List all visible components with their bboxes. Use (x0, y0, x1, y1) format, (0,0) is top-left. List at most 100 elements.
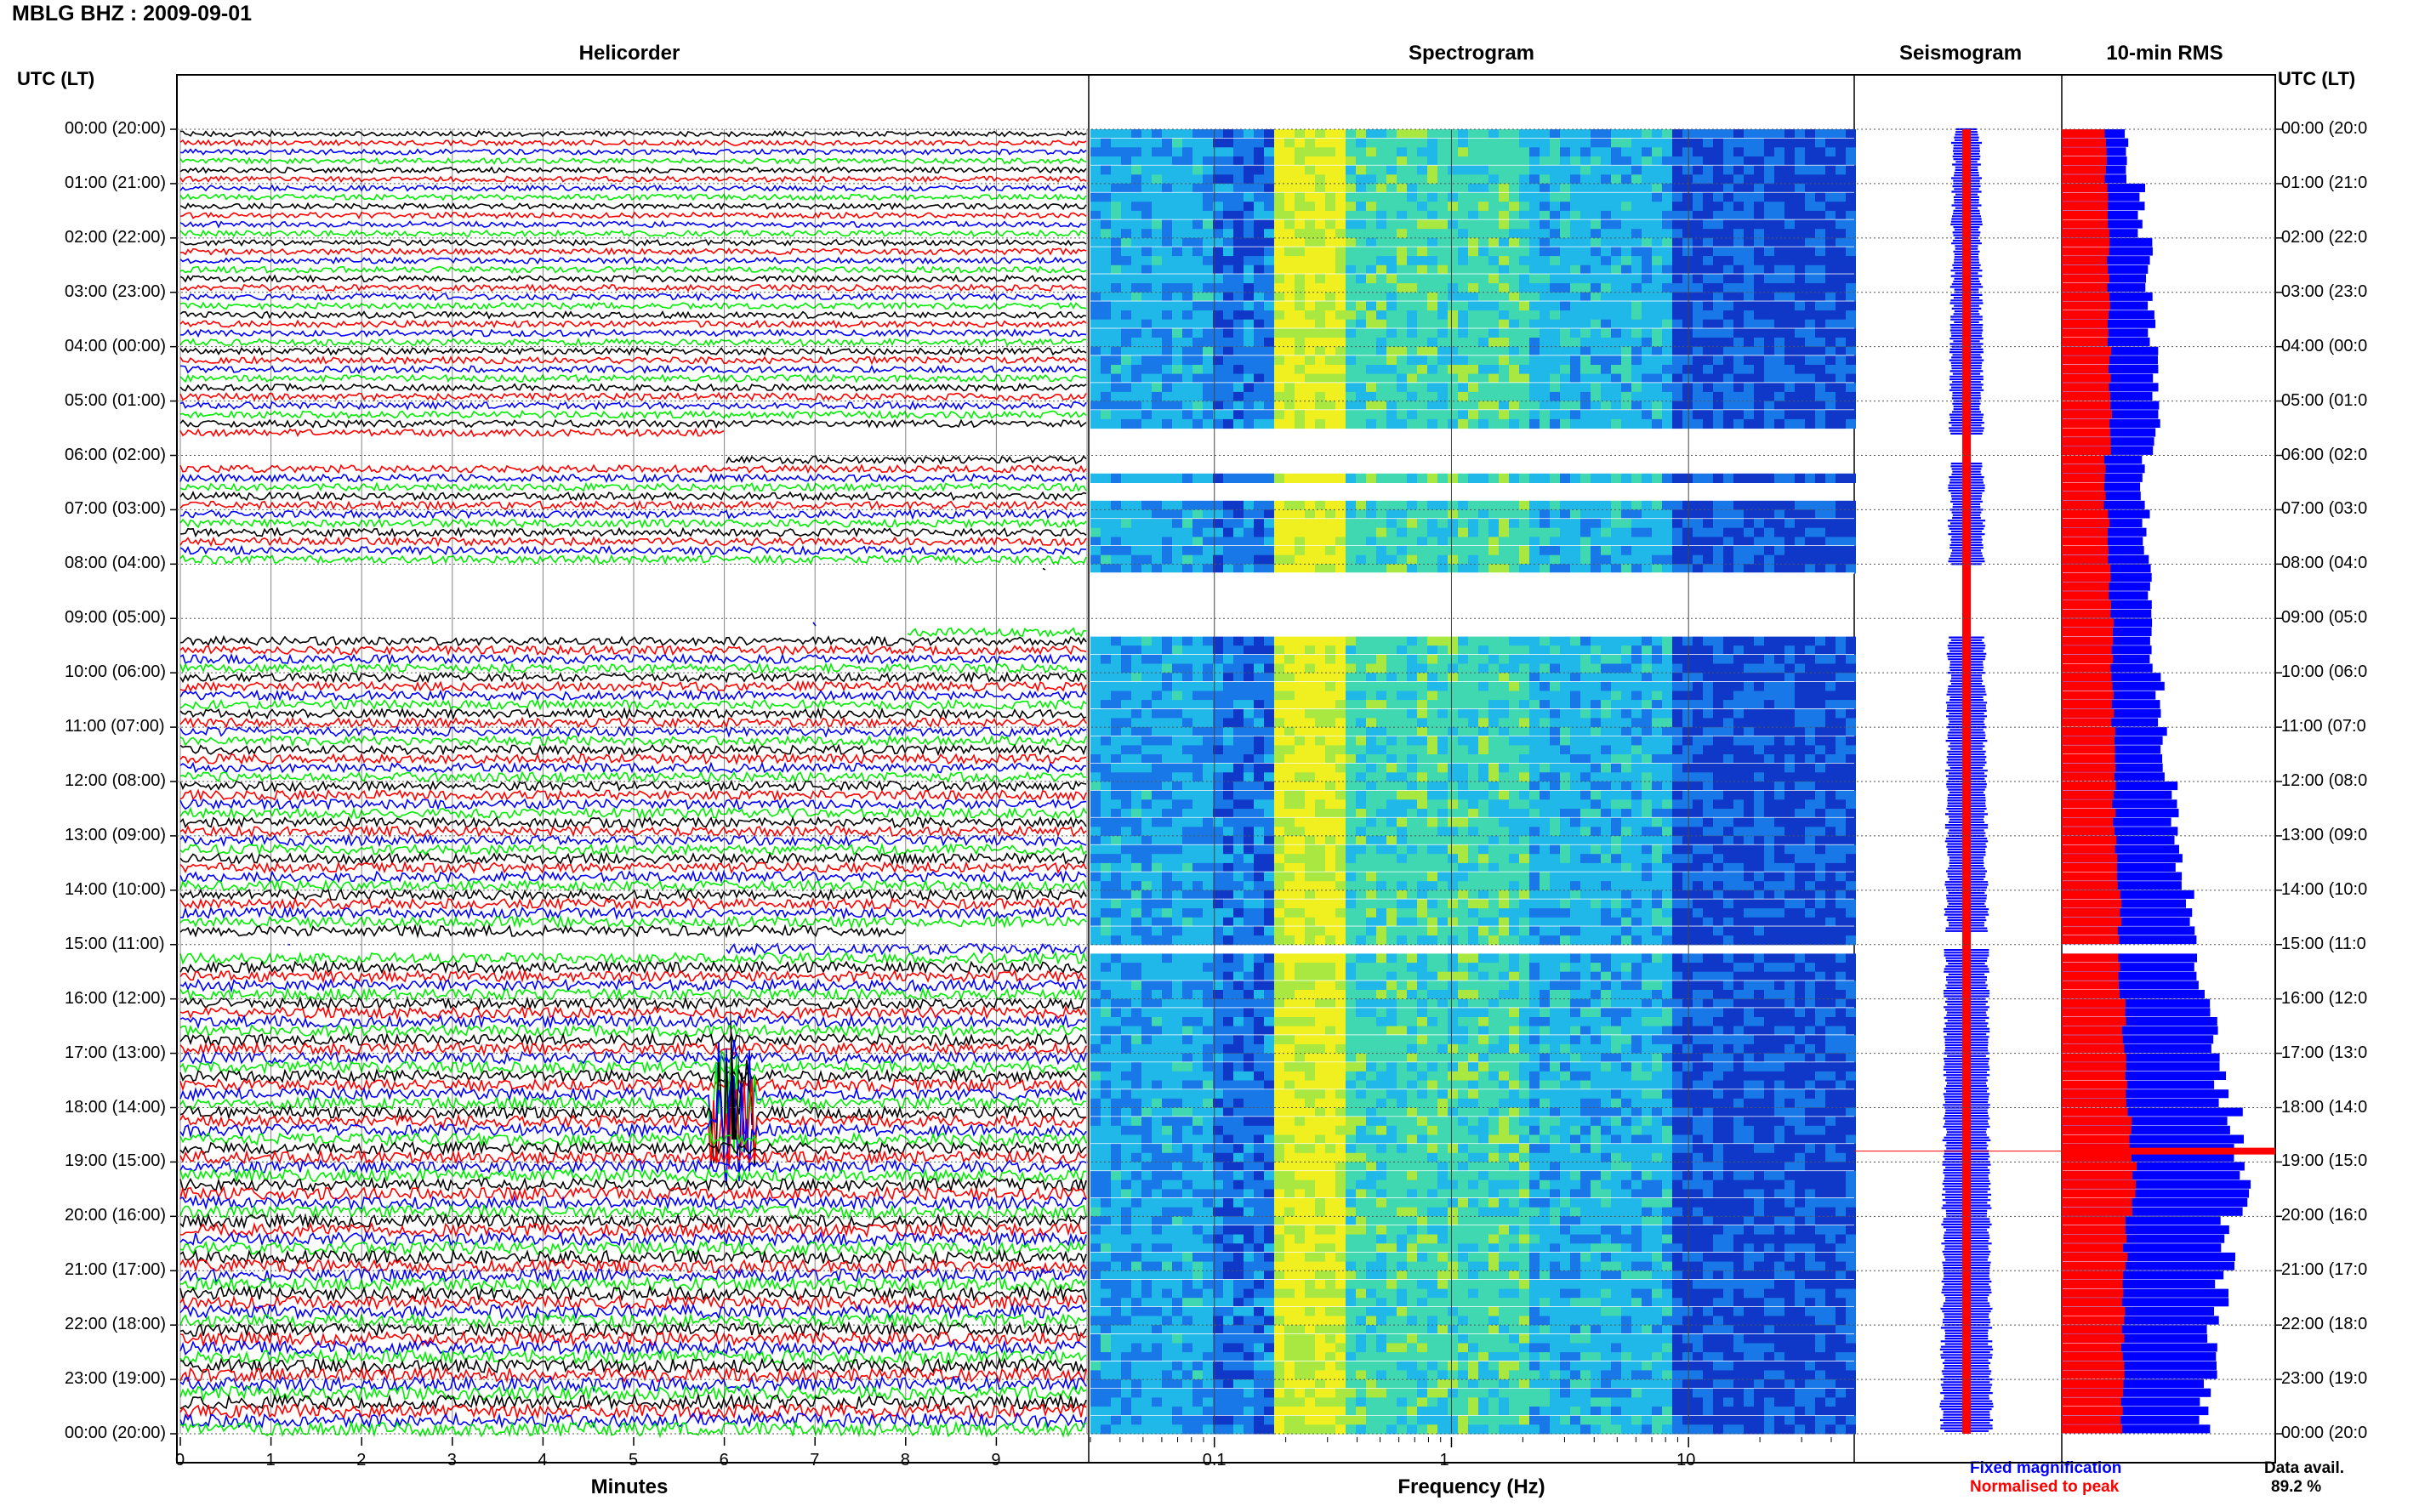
spectrogram-cell (1795, 554, 1805, 565)
spectrogram-cell (1141, 319, 1152, 329)
spectrogram-cell (1805, 799, 1815, 810)
spectrogram-cell (1407, 147, 1417, 157)
spectrogram-cell (1172, 736, 1182, 746)
spectrogram-cell (1540, 645, 1550, 656)
spectrogram-cell (1366, 165, 1376, 175)
spectrogram-cell (1233, 673, 1244, 683)
spectrogram-cell (1284, 809, 1295, 819)
spectrogram-cell (1652, 564, 1662, 574)
spectrogram-cell (1121, 328, 1131, 338)
spectrogram-cell (1346, 736, 1356, 746)
spectrogram-cell (1591, 763, 1601, 773)
spectrogram-cell (1305, 301, 1315, 311)
spectrogram-cell (1591, 527, 1601, 537)
spectrogram-cell (1733, 355, 1744, 366)
spectrogram-cell (1723, 754, 1733, 765)
spectrogram-cell (1815, 708, 1825, 719)
spectrogram-cell (1437, 319, 1448, 329)
spectrogram-cell (1315, 383, 1325, 393)
spectrogram-cell (1182, 219, 1192, 230)
spectrogram-cell (1111, 700, 1121, 710)
spectrogram-cell (1101, 391, 1111, 402)
spectrogram-cell (1356, 519, 1366, 529)
spectrogram-cell (1825, 319, 1836, 329)
spectrogram-cell (1366, 809, 1376, 819)
spectrogram-cell (1621, 247, 1631, 257)
spectrogram-cell (1274, 546, 1284, 556)
spectrogram-cell (1519, 519, 1529, 529)
spectrogram-cell (1152, 809, 1162, 819)
spectrogram-cell (1754, 554, 1764, 565)
spectrogram-cell (1611, 319, 1621, 329)
spectrogram-cell (1468, 319, 1478, 329)
spectrogram-cell (1662, 346, 1672, 356)
spectrogram-cell (1499, 183, 1509, 194)
spectrogram-cell (1723, 817, 1733, 827)
spectrogram-cell (1315, 328, 1325, 338)
spectrogram-cell (1580, 247, 1591, 257)
spectrogram-cell (1560, 391, 1570, 402)
spectrogram-cell (1376, 527, 1386, 537)
spectrogram-cell (1437, 763, 1448, 773)
spectrogram-cell (1315, 546, 1325, 556)
spectrogram-cell (1550, 319, 1560, 329)
spectrogram-cell (1223, 691, 1233, 701)
spectrogram-cell (1162, 799, 1172, 810)
spectrogram-cell (1560, 283, 1570, 293)
spectrogram-cell (1662, 192, 1672, 202)
spectrogram-cell (1223, 564, 1233, 574)
spectrogram-cell (1713, 202, 1723, 212)
spectrogram-cell (1407, 346, 1417, 356)
spectrogram-cell (1172, 192, 1182, 202)
spectrogram-cell (1682, 319, 1693, 329)
spectrogram-cell (1325, 554, 1335, 565)
spectrogram-cell (1192, 799, 1203, 810)
spectrogram-cell (1448, 645, 1458, 656)
spectrogram-cell (1284, 799, 1295, 810)
spectrogram-cell (1580, 319, 1591, 329)
spectrogram-cell (1203, 264, 1213, 275)
spectrogram-cell (1172, 210, 1182, 221)
spectrogram-cell (1478, 546, 1488, 556)
spectrogram-cell (1213, 192, 1223, 202)
spectrogram-cell (1621, 700, 1631, 710)
spectrogram-cell (1315, 727, 1325, 737)
spectrogram-cell (1315, 700, 1325, 710)
left-time-label: 12:00 (08:00) (65, 771, 166, 790)
spectrogram-cell (1172, 247, 1182, 257)
spectrogram-cell (1264, 790, 1274, 800)
spectrogram-cell (1723, 256, 1733, 266)
spectrogram-cell (1192, 229, 1203, 239)
spectrogram-cell (1295, 727, 1305, 737)
spectrogram-cell (1213, 274, 1223, 284)
spectrogram-cell (1264, 147, 1274, 157)
spectrogram-cell (1223, 418, 1233, 429)
spectrogram-cell (1325, 772, 1335, 782)
spectrogram-cell (1774, 527, 1784, 537)
spectrogram-cell (1611, 817, 1621, 827)
left-time-label: 13:00 (09:00) (65, 825, 166, 844)
spectrogram-cell (1264, 129, 1274, 139)
spectrogram-cell (1335, 219, 1346, 230)
spectrogram-cell (1386, 383, 1397, 393)
spectrogram-cell (1223, 310, 1233, 321)
spectrogram-cell (1458, 473, 1468, 483)
spectrogram-cell (1417, 564, 1427, 574)
spectrogram-cell (1621, 410, 1631, 420)
spectrogram-cell (1652, 383, 1662, 393)
spectrogram-cell (1121, 809, 1131, 819)
spectrogram-cell (1448, 546, 1458, 556)
spectrogram-cell (1305, 718, 1315, 728)
spectrogram-cell (1733, 338, 1744, 348)
spectrogram-cell (1335, 301, 1346, 311)
spectrogram-cell (1417, 636, 1427, 646)
spectrogram-cell (1672, 736, 1682, 746)
spectrogram-cell (1488, 301, 1499, 311)
spectrogram-cell (1846, 636, 1856, 646)
spectrogram-cell (1111, 537, 1121, 547)
spectrogram-cell (1397, 156, 1407, 167)
spectrogram-cell (1693, 772, 1703, 782)
spectrogram-cell (1509, 138, 1519, 148)
spectrogram-cell (1254, 310, 1264, 321)
spectrogram-cell (1499, 645, 1509, 656)
